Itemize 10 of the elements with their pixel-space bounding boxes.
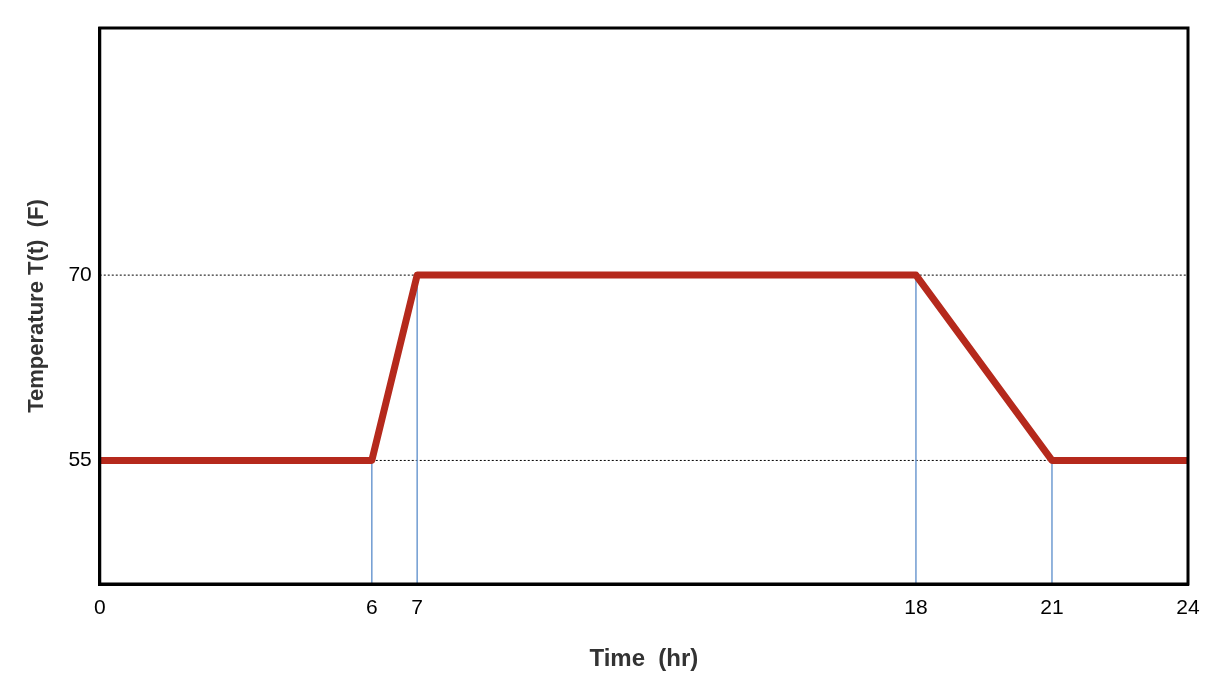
- x-tick-label: 18: [904, 595, 928, 619]
- x-tick-label: 7: [411, 595, 424, 619]
- x-tick-label: 24: [1176, 595, 1200, 619]
- x-tick-label: 21: [1040, 595, 1064, 619]
- x-tick-label: 0: [93, 595, 106, 619]
- y-tick-label: 70: [68, 261, 92, 285]
- y-axis-title: Temperature T(t) (F): [23, 199, 49, 413]
- x-axis-title: Time (hr): [589, 644, 699, 672]
- x-tick-label: 6: [365, 595, 378, 619]
- y-tick-label: 55: [68, 447, 92, 471]
